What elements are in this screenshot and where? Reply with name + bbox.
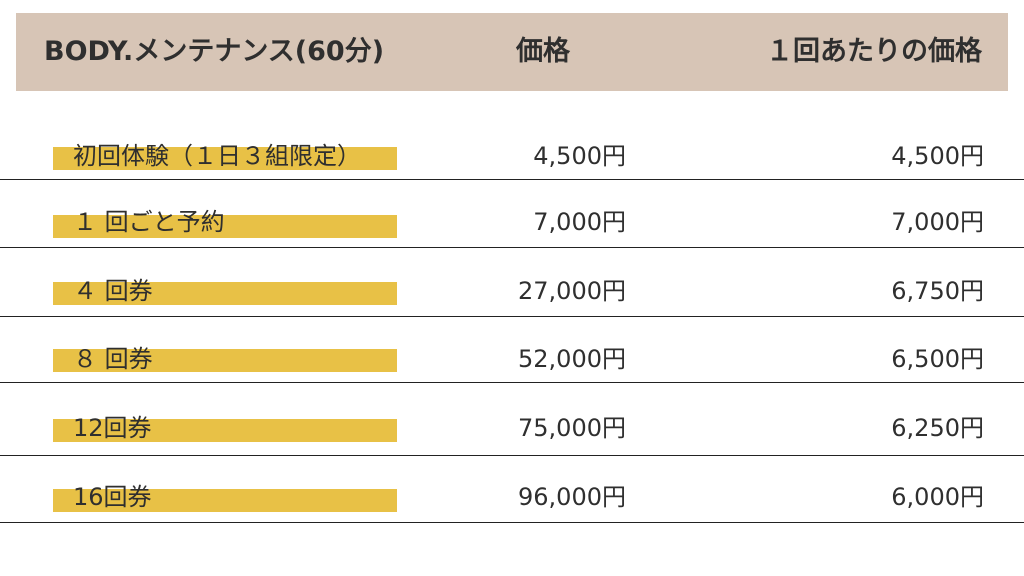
plan-unit-price: 6,000円 [891, 483, 984, 511]
plan-price: 27,000円 [518, 277, 626, 305]
table-header: BODY.メンテナンス(60分) 価格 １回あたりの価格 [16, 13, 1008, 91]
plan-highlight [53, 147, 397, 170]
plan-price: 75,000円 [518, 414, 626, 442]
plan-unit-price: 7,000円 [891, 208, 984, 236]
plan-name: 初回体験（１日３組限定） [73, 142, 361, 170]
row-divider [0, 316, 1024, 317]
table-row: 12回券 75,000円 6,250円 [0, 411, 1024, 461]
row-divider [0, 382, 1024, 383]
row-divider [0, 179, 1024, 180]
plan-unit-price: 6,750円 [891, 277, 984, 305]
plan-price: 96,000円 [518, 483, 626, 511]
plan-name: ８ 回券 [73, 345, 153, 373]
plan-name: １ 回ごと予約 [73, 208, 225, 236]
table-row: ４ 回券 27,000円 6,750円 [0, 275, 1024, 325]
plan-unit-price: 6,250円 [891, 414, 984, 442]
plan-highlight [53, 282, 397, 305]
header-price-label: 価格 [516, 36, 570, 67]
table-row: 16回券 96,000円 6,000円 [0, 479, 1024, 529]
header-unit-price-label: １回あたりの価格 [766, 36, 982, 67]
row-divider [0, 522, 1024, 523]
plan-price: 4,500円 [533, 142, 626, 170]
table-row: １ 回ごと予約 7,000円 7,000円 [0, 206, 1024, 256]
plan-highlight [53, 215, 397, 238]
plan-highlight [53, 349, 397, 372]
table-row: 初回体験（１日３組限定） 4,500円 4,500円 [0, 138, 1024, 188]
plan-name: 12回券 [73, 414, 152, 442]
plan-highlight [53, 419, 397, 442]
plan-unit-price: 4,500円 [891, 142, 984, 170]
table-row: ８ 回券 52,000円 6,500円 [0, 342, 1024, 392]
plan-name: ４ 回券 [73, 277, 153, 305]
plan-unit-price: 6,500円 [891, 345, 984, 373]
row-divider [0, 455, 1024, 456]
header-plan-label: BODY.メンテナンス(60分) [44, 36, 385, 67]
plan-price: 52,000円 [518, 345, 626, 373]
plan-price: 7,000円 [533, 208, 626, 236]
plan-highlight [53, 489, 397, 512]
plan-name: 16回券 [73, 483, 152, 511]
row-divider [0, 247, 1024, 248]
